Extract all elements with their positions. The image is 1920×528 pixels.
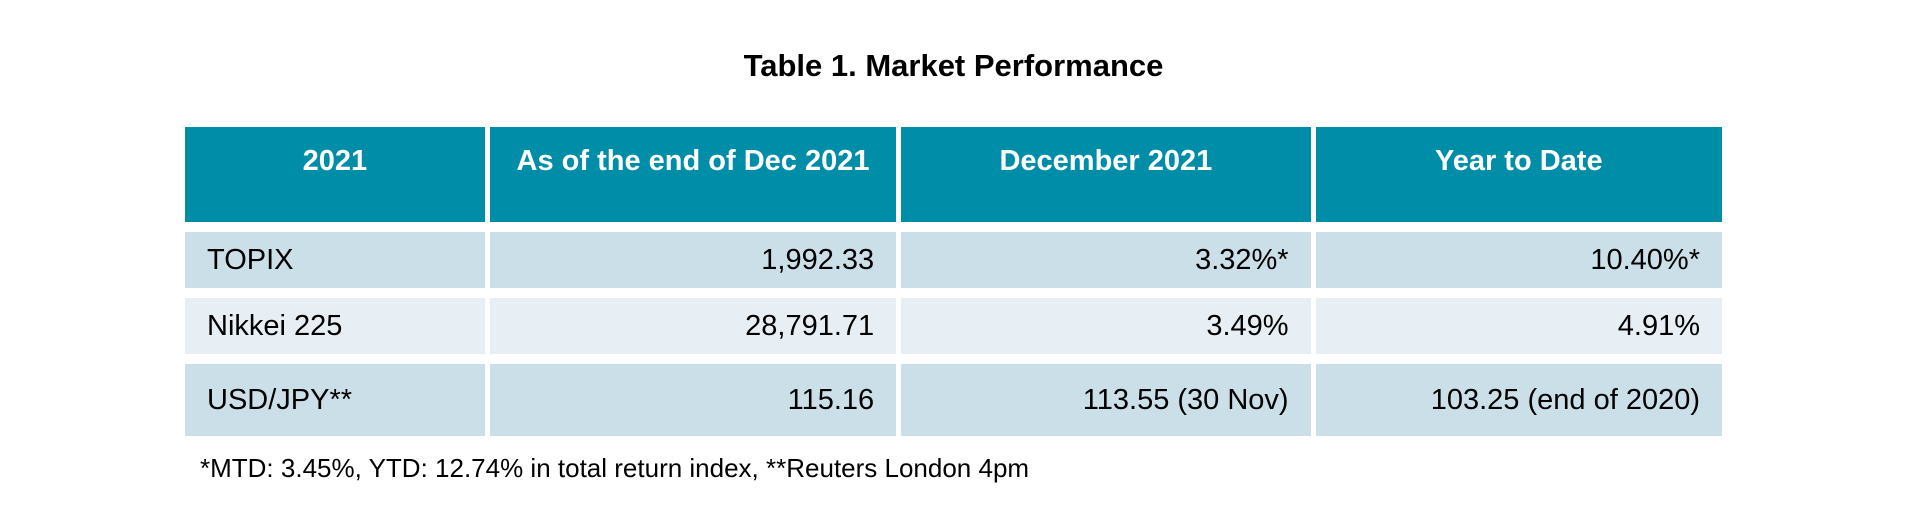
market-performance-section: Table 1. Market Performance 2021 As of t… [185, 48, 1722, 483]
header-cell-ytd: Year to Date [1315, 127, 1722, 222]
cell-nikkei-december: 3.49% [901, 298, 1311, 354]
row-label-nikkei: Nikkei 225 [185, 298, 485, 354]
cell-topix-december: 3.32%* [901, 232, 1311, 288]
row-label-usdjpy: USD/JPY** [185, 364, 485, 436]
cell-topix-end-dec: 1,992.33 [489, 232, 897, 288]
table-title: Table 1. Market Performance [743, 48, 1164, 83]
row-label-topix: TOPIX [185, 232, 485, 288]
table-row-nikkei: Nikkei 225 28,791.71 3.49% 4.91% [185, 298, 1722, 354]
header-cell-december: December 2021 [901, 127, 1311, 222]
cell-usdjpy-ytd: 103.25 (end of 2020) [1315, 364, 1722, 436]
cell-usdjpy-end-dec: 115.16 [489, 364, 897, 436]
header-cell-year: 2021 [185, 127, 485, 222]
market-performance-table: 2021 As of the end of Dec 2021 December … [180, 117, 1727, 446]
cell-nikkei-ytd: 4.91% [1315, 298, 1722, 354]
cell-nikkei-end-dec: 28,791.71 [489, 298, 897, 354]
header-cell-end-of-dec: As of the end of Dec 2021 [489, 127, 897, 222]
header-row: 2021 As of the end of Dec 2021 December … [185, 127, 1722, 222]
table-footnote: *MTD: 3.45%, YTD: 12.74% in total return… [200, 453, 1030, 483]
cell-topix-ytd: 10.40%* [1315, 232, 1722, 288]
table-row-usdjpy: USD/JPY** 115.16 113.55 (30 Nov) 103.25 … [185, 364, 1722, 436]
cell-usdjpy-december: 113.55 (30 Nov) [901, 364, 1311, 436]
table-row-topix: TOPIX 1,992.33 3.32%* 10.40%* [185, 232, 1722, 288]
